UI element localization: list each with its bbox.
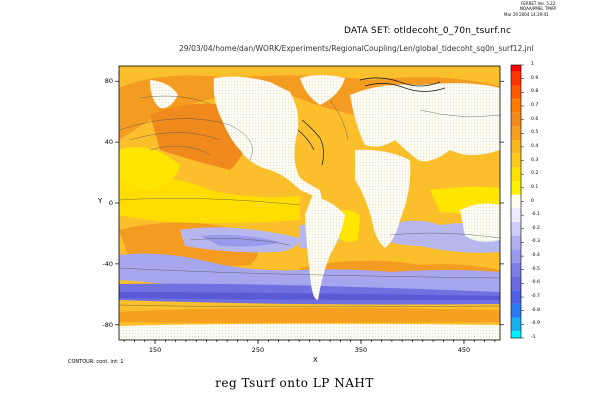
colorbar-tick-label: 0.6 xyxy=(531,116,539,122)
colorbar-swatch xyxy=(511,85,521,100)
colorbar-tick-label: -0.2 xyxy=(531,225,540,231)
colorbar-swatch xyxy=(511,71,521,86)
x-tick-label: 350 xyxy=(354,346,368,354)
colorbar-tick-label: -0.5 xyxy=(531,266,540,272)
x-tick-label: 250 xyxy=(251,346,265,354)
ferret-version-label: FERRET Ver. 5.22 xyxy=(521,1,556,6)
colorbar-tick-label: 0.3 xyxy=(531,157,539,163)
colorbar-swatch xyxy=(511,303,521,318)
colorbar-swatch xyxy=(511,208,521,222)
colorbar-swatch xyxy=(511,317,521,332)
colorbar-swatch xyxy=(511,153,521,168)
colorbar-tick-label: 0.7 xyxy=(531,102,539,108)
colorbar-swatch xyxy=(511,99,521,113)
colorbar-frame xyxy=(510,64,522,339)
colorbar-swatch xyxy=(511,167,521,182)
colorbar-tick-label: 1 xyxy=(531,62,534,67)
colorbar-tick-label: 0.2 xyxy=(531,171,539,177)
colorbar-tick-label: -0.4 xyxy=(531,253,540,259)
colorbar-tick-label: -1 xyxy=(531,335,536,340)
colorbar-swatch xyxy=(511,262,521,277)
contour-lines xyxy=(118,95,501,308)
colorbar-swatch xyxy=(511,112,521,127)
dataset-title: DATA SET: otldecoht_0_70n_tsurf.nc xyxy=(344,26,512,36)
y-tick-label: 80 xyxy=(104,77,113,86)
colorbar-tick-label: 0 xyxy=(531,198,534,204)
colorbar-swatch xyxy=(511,194,521,209)
colorbar-tick-label: -0.9 xyxy=(531,321,540,327)
colorbar-swatch xyxy=(511,249,521,263)
y-axis-label: Y xyxy=(98,197,103,205)
colorbar-tick-label: 0.1 xyxy=(531,184,539,190)
colorbar-tick-label: 0.8 xyxy=(531,89,539,95)
y-tick-label: 40 xyxy=(104,138,113,147)
x-axis-ticks xyxy=(123,340,496,344)
colorbar-swatch xyxy=(511,65,521,72)
y-tick-label: 0 xyxy=(108,199,113,207)
land-greenland xyxy=(300,75,345,105)
land-asia-east xyxy=(150,80,178,109)
colorbar-swatch xyxy=(511,290,521,304)
x-axis-label: X xyxy=(313,356,318,364)
land-australia xyxy=(460,203,500,242)
land-africa xyxy=(355,149,411,248)
colorbar-swatch xyxy=(511,126,521,141)
land-eurasia xyxy=(350,83,500,162)
colorbar-swatch xyxy=(511,221,521,236)
y-tick-label: -80 xyxy=(102,320,113,329)
land-antarctica xyxy=(119,323,500,340)
land-north-america xyxy=(213,76,322,200)
script-path: 29/03/04/home/dan/WORK/Experiments/Regio… xyxy=(179,44,534,53)
colorbar-swatch xyxy=(511,181,521,195)
plot-caption: reg Tsurf onto LP NAHT xyxy=(215,376,374,390)
contour-interval-note: CONTOUR: cont. int: 1 xyxy=(68,359,124,365)
colorbar-swatch xyxy=(511,276,521,291)
colorbar-tick-label: -0.8 xyxy=(531,307,540,313)
colorbar-tick-label: -0.6 xyxy=(531,280,540,286)
colorbar-tick-label: 0.5 xyxy=(531,130,539,136)
colorbar-tick-label: -0.7 xyxy=(531,294,540,300)
x-tick-label: 150 xyxy=(148,346,162,354)
colorbar-swatch xyxy=(511,140,521,154)
land-south-america xyxy=(305,196,345,300)
colorbar-tick-label: -0.1 xyxy=(531,212,540,218)
colorbar-tick-label: 0.4 xyxy=(531,143,539,149)
colorbar-tick-label: -0.3 xyxy=(531,239,540,245)
dense-contours-arctic xyxy=(297,77,446,166)
colorbar-swatch xyxy=(511,235,521,250)
y-tick-label: -40 xyxy=(102,259,113,268)
colorbar-tick-label: 0.9 xyxy=(531,75,539,81)
ferret-org-label: NOAA/PMEL TMAP xyxy=(520,6,556,11)
land-masses xyxy=(119,75,500,340)
y-axis-ticks xyxy=(115,80,504,326)
colorbar-swatch xyxy=(511,331,521,338)
colorbar xyxy=(511,64,524,339)
plot-date-label: Mar 29 2004 14:29:41 xyxy=(504,12,549,17)
x-tick-label: 450 xyxy=(457,346,471,354)
